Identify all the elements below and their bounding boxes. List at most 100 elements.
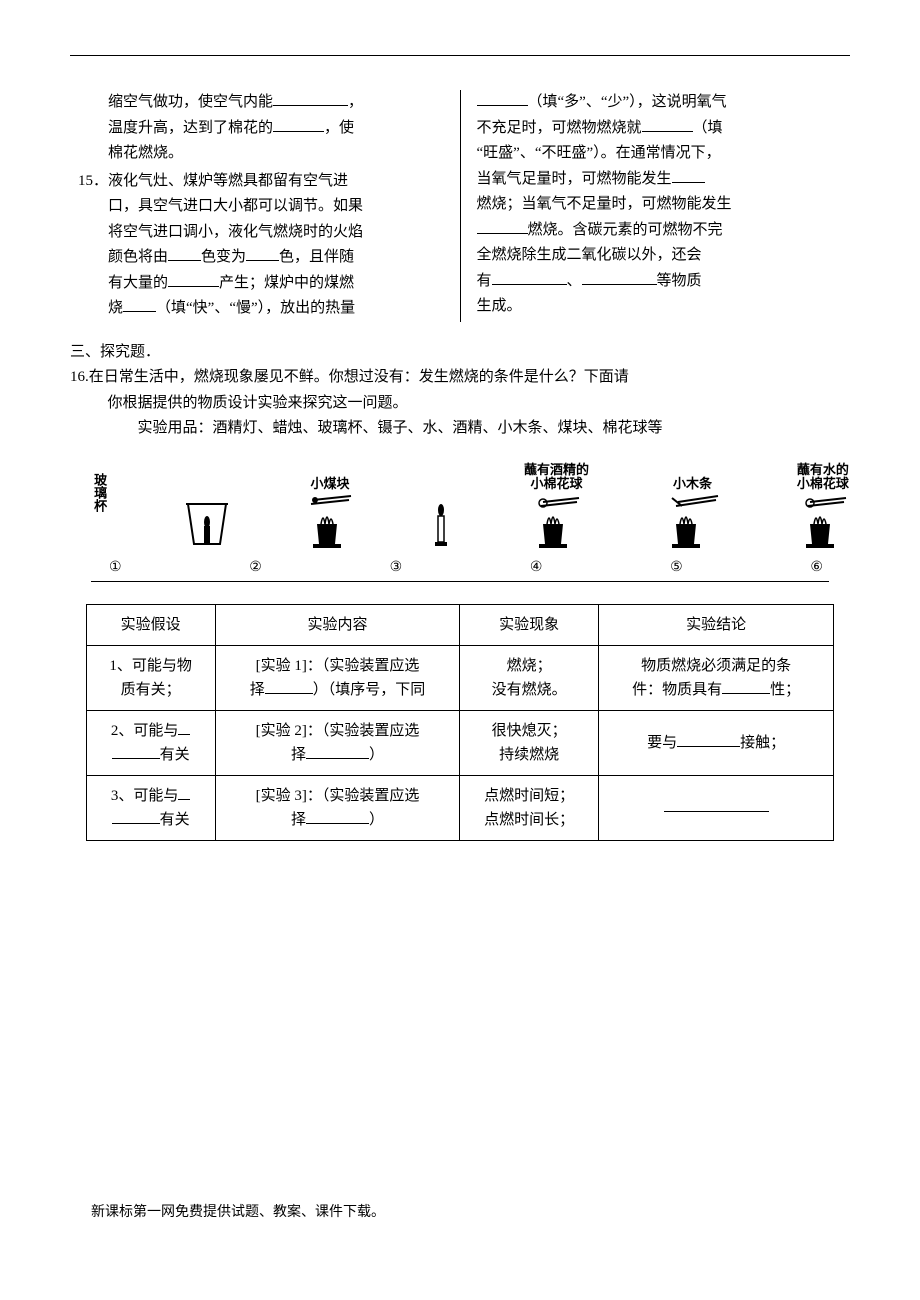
num-6: ⑥ xyxy=(810,556,823,580)
text: 择 xyxy=(250,682,265,698)
text: [实验 3]：（实验装置应选 xyxy=(256,788,420,804)
text: 很快熄灭； xyxy=(492,723,567,739)
text: 质有关； xyxy=(121,682,181,698)
blank xyxy=(273,116,324,132)
text: 择 xyxy=(291,812,306,828)
q15-line4: 颜色将由色变为色，且伴随 xyxy=(78,245,444,271)
text: 1、可能与物 xyxy=(109,658,192,674)
q14-cont-line2: 温度升高，达到了棉花的，使 xyxy=(78,116,444,142)
blank xyxy=(112,823,160,824)
r-line5: 燃烧；当氧气不足量时，可燃物能发生 xyxy=(477,192,843,218)
num-2: ② xyxy=(249,556,262,580)
text: 件：物质具有 xyxy=(632,682,722,698)
num-1: ① xyxy=(109,556,122,580)
burner-wood-icon xyxy=(662,494,722,550)
blank xyxy=(722,693,770,694)
cell-hypothesis-3: 3、可能与 有关 xyxy=(86,776,215,841)
cell-content-1: [实验 1]：（实验装置应选 择）（填序号，下同 xyxy=(215,646,460,711)
cell-content-3: [实验 3]：（实验装置应选 择 ） xyxy=(215,776,460,841)
text: 不充足时，可燃物燃烧就 xyxy=(477,120,642,136)
q15-line5: 有大量的产生；煤炉中的煤燃 xyxy=(78,271,444,297)
blank xyxy=(168,245,201,261)
r-line6: 燃烧。含碳元素的可燃物不完 xyxy=(477,218,843,244)
text: ， xyxy=(348,94,363,110)
glass-jar-icon xyxy=(184,498,230,550)
text: 液化气灶、煤炉等燃具都留有空气进 xyxy=(108,173,348,189)
r-line4: 当氧气足量时，可燃物能发生 xyxy=(477,167,843,193)
text: 性； xyxy=(770,682,800,698)
text: 温度升高，达到了棉花的 xyxy=(108,120,273,136)
section-3-title: 三、探究题． xyxy=(70,340,850,366)
diagram-item-5: 小木条 xyxy=(662,477,722,549)
blank xyxy=(677,746,740,747)
th-hypothesis: 实验假设 xyxy=(86,605,215,646)
text: 有关 xyxy=(160,747,190,763)
cell-conclusion-3 xyxy=(598,776,834,841)
q16-number: 16. xyxy=(70,369,89,385)
text: ） xyxy=(369,812,384,828)
blank xyxy=(672,167,705,183)
text: 接触； xyxy=(740,735,785,751)
experiment-table: 实验假设 实验内容 实验现象 实验结论 1、可能与物 质有关； [实验 1]：（… xyxy=(86,604,835,841)
text: 3、可能与 xyxy=(111,788,179,804)
diagram-item-4: 蘸有酒精的 小棉花球 xyxy=(524,463,589,550)
text: 没有燃烧。 xyxy=(492,682,567,698)
cell-conclusion-2: 要与接触； xyxy=(598,711,834,776)
q15-line2: 口，具空气进口大小都可以调节。如果 xyxy=(78,194,444,220)
blank xyxy=(178,799,190,800)
header-rule xyxy=(70,55,850,56)
blank xyxy=(265,693,313,694)
text: ） xyxy=(369,747,384,763)
question-15: 15．液化气灶、煤炉等燃具都留有空气进 口，具空气进口大小都可以调节。如果 将空… xyxy=(78,169,444,322)
burner-water-cotton-icon xyxy=(796,494,850,550)
table-row: 2、可能与 有关 [实验 2]：（实验装置应选 择） 很快熄灭； 持续燃烧 要与… xyxy=(86,711,834,776)
blank xyxy=(178,734,190,735)
blank xyxy=(642,116,693,132)
diagram-item-3 xyxy=(431,502,451,550)
q15-number: 15． xyxy=(78,173,108,189)
q16-line1: 16.在日常生活中，燃烧现象屡见不鲜。你想过没有：发生燃烧的条件是什么？下面请 xyxy=(70,365,850,391)
label: 蘸有水的 小棉花球 xyxy=(797,463,849,492)
text: 有关 xyxy=(160,812,190,828)
r-line3: “旺盛”、“不旺盛”）。在通常情况下， xyxy=(477,141,843,167)
diagram-numbers-row: ① ② ③ ④ ⑤ ⑥ xyxy=(91,554,829,583)
table-row: 1、可能与物 质有关； [实验 1]：（实验装置应选 择）（填序号，下同 燃烧；… xyxy=(86,646,834,711)
blank xyxy=(273,90,348,106)
table-row: 3、可能与 有关 [实验 3]：（实验装置应选 择 ） 点燃时间短； 点燃时间长； xyxy=(86,776,834,841)
diagram-item-6: 蘸有水的 小棉花球 xyxy=(796,463,850,550)
diagram-item-2: 小煤块 xyxy=(303,477,357,549)
text: 燃烧； xyxy=(507,658,552,674)
th-phenomenon: 实验现象 xyxy=(460,605,598,646)
r-line8: 有、等物质 xyxy=(477,269,843,295)
cell-conclusion-1: 物质燃烧必须满足的条 件：物质具有 性； xyxy=(598,646,834,711)
q15-line6: 烧（填“快”、“慢”），放出的热量 xyxy=(78,296,444,322)
text: 颜色将由 xyxy=(108,249,168,265)
blank xyxy=(582,269,657,285)
cell-phenomenon-1: 燃烧； 没有燃烧。 xyxy=(460,646,598,711)
text: 物质燃烧必须满足的条 xyxy=(641,658,791,674)
blank xyxy=(306,823,369,824)
r-line9: 生成。 xyxy=(477,294,843,320)
cell-phenomenon-3: 点燃时间短； 点燃时间长； xyxy=(460,776,598,841)
th-content: 实验内容 xyxy=(215,605,460,646)
text: 产生；煤炉中的煤燃 xyxy=(219,275,354,291)
num-4: ④ xyxy=(530,556,543,580)
q16-line2: 你根据提供的物质设计实验来探究这一问题。 xyxy=(70,391,850,417)
blank xyxy=(112,758,160,759)
text: 缩空气做功，使空气内能 xyxy=(108,94,273,110)
text: [实验 2]：（实验装置应选 xyxy=(256,723,420,739)
column-right: （填“多”、“少”），这说明氧气 不充足时，可燃物燃烧就（填 “旺盛”、“不旺盛… xyxy=(461,90,851,322)
jar-side-label: 玻璃杯 xyxy=(88,473,110,512)
blank xyxy=(492,269,567,285)
q14-cont-line1: 缩空气做功，使空气内能 ， xyxy=(78,90,444,116)
text: ）（填序号，下同 xyxy=(313,682,426,698)
text: 当氧气足量时，可燃物能发生 xyxy=(477,171,672,187)
blank xyxy=(477,90,528,106)
cell-hypothesis-1: 1、可能与物 质有关； xyxy=(86,646,215,711)
blank xyxy=(306,758,369,759)
text: 点燃时间短； xyxy=(484,788,574,804)
text: （填 xyxy=(693,120,723,136)
text: 2、可能与 xyxy=(111,723,179,739)
q16-line3: 实验用品：酒精灯、蜡烛、玻璃杯、镊子、水、酒精、小木条、煤块、棉花球等 xyxy=(70,416,850,442)
candle-icon xyxy=(431,502,451,550)
